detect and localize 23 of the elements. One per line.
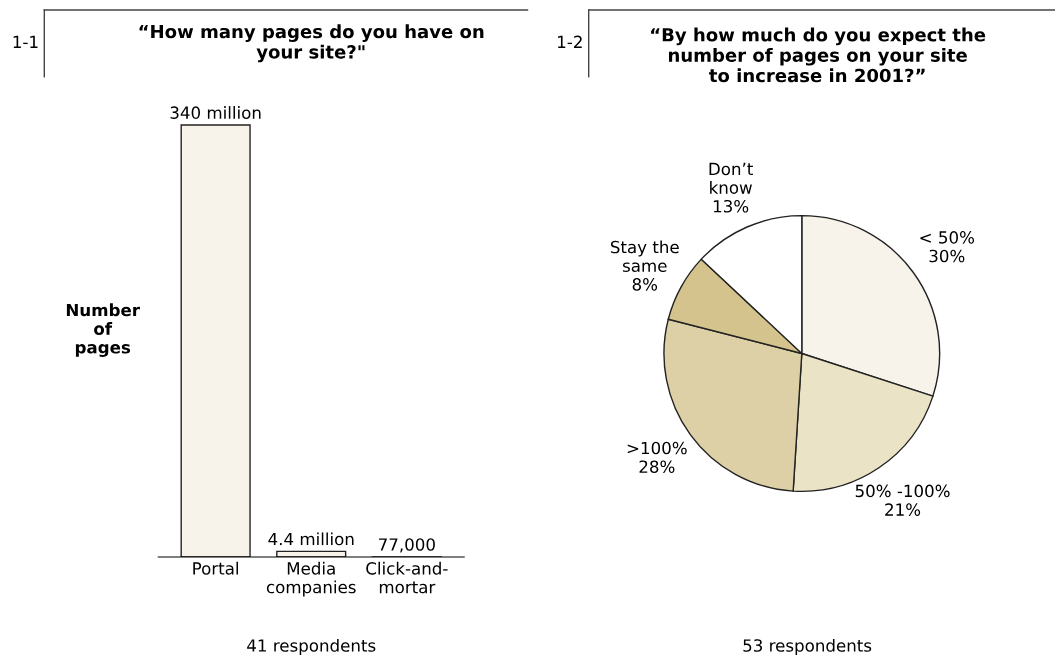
slice-label: Don’t know (709, 162, 753, 194)
chart-title: “By how much do you expect the number of pages on your site to increase in 2001?” (651, 27, 986, 83)
data-label: 13% (713, 199, 749, 213)
data-label: 4.4 million (268, 532, 354, 546)
data-label: 8% (632, 278, 658, 291)
data-label: 340 million (170, 106, 261, 119)
data-label: 21% (885, 503, 921, 516)
text: 1-1 (13, 35, 38, 48)
slice-label: Stay the same (610, 240, 679, 273)
data-label: 77,000 (379, 538, 435, 553)
y-axis-title: Number of pages (66, 303, 140, 357)
data-label: 30% (929, 249, 965, 263)
text: 53 respondents (743, 638, 872, 656)
slice-label: < 50% (920, 231, 975, 244)
text: 1-2 (558, 35, 582, 48)
data-label: 28% (639, 460, 675, 474)
slice-label: 50% -100% (855, 484, 950, 498)
text: 41 respondents (247, 638, 376, 656)
x-tick-label: Click-and- mortar (366, 561, 448, 594)
chart-title: “How many pages do you have on your site?" (139, 24, 484, 63)
x-tick-label: Portal (193, 561, 238, 575)
slice-label: >100% (627, 441, 687, 455)
x-tick-label: Media companies (266, 561, 356, 597)
